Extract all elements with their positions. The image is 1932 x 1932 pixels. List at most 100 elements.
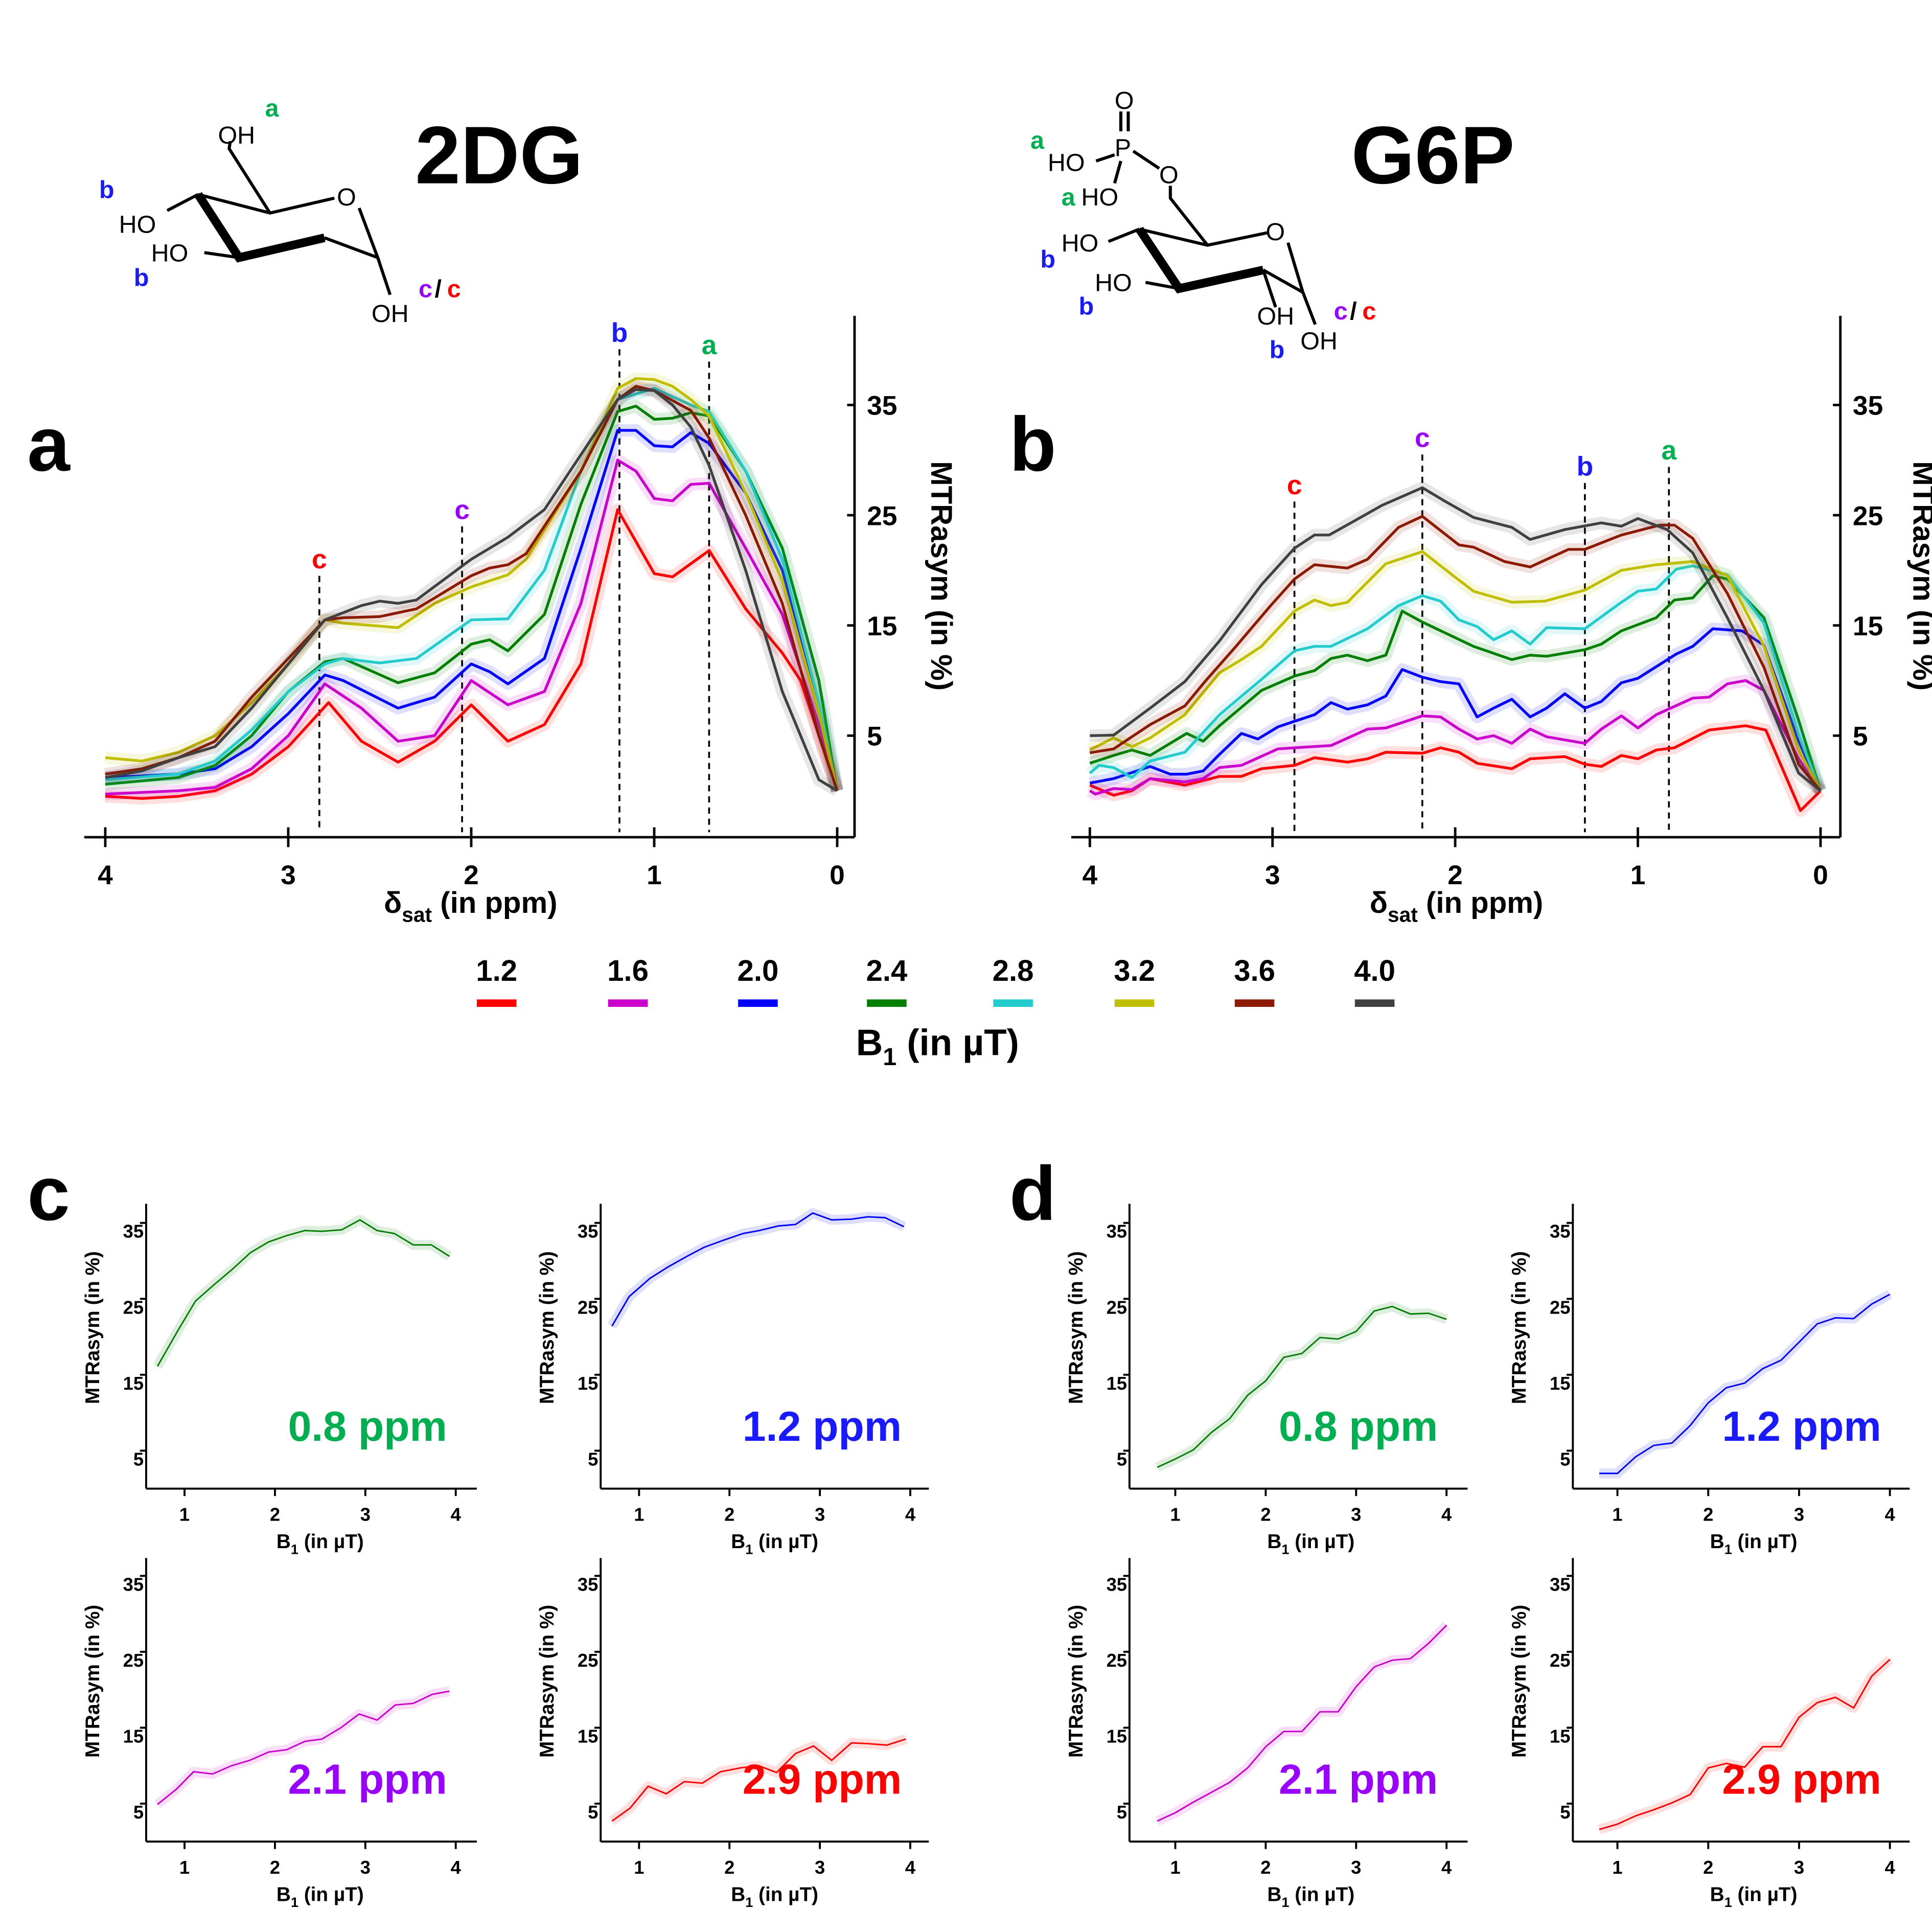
series-line-3.2 [1089, 550, 1822, 792]
y-tick-label: 5 [1853, 722, 1868, 752]
y-axis-label: MTRasym (in %) [82, 1605, 104, 1758]
series-line [157, 1690, 450, 1805]
series-line-2.8 [1089, 564, 1822, 792]
y-axis-label: MTRasym (in %) [82, 1251, 104, 1404]
ppm-annotation: 2.1 ppm [1279, 1756, 1438, 1803]
x-axis-label-sub: 1 [1724, 1541, 1732, 1557]
ppm-annotation: 2.9 ppm [743, 1756, 902, 1803]
atom-label: OH [1300, 327, 1338, 355]
x-tick-label: 1 [634, 1504, 644, 1525]
y-tick-label: 25 [1107, 1297, 1127, 1318]
legend-item-2.8: 2.8 [993, 954, 1034, 1007]
legend-item-2.0: 2.0 [738, 954, 779, 1007]
x-axis-label-sub: 1 [745, 1541, 753, 1557]
y-tick-label: 5 [1117, 1448, 1127, 1469]
x-tick-label: 0 [1813, 860, 1828, 890]
legend-item-2.4: 2.4 [866, 954, 908, 1007]
x-tick-label: 1 [1612, 1504, 1622, 1525]
x-tick-label: 2 [270, 1504, 280, 1525]
x-tick-label: 3 [360, 1857, 371, 1878]
x-tick-label: 2 [724, 1857, 734, 1878]
legend-label: 2.0 [738, 954, 779, 987]
y-tick-label: 15 [1550, 1726, 1570, 1746]
x-tick-label: 3 [360, 1504, 371, 1525]
x-tick-label: 4 [905, 1504, 916, 1525]
peak-marker-label: a [702, 330, 717, 360]
y-tick-label: 35 [867, 391, 897, 421]
ppm-annotation: 2.1 ppm [288, 1756, 447, 1803]
y-axis-label: MTRasym (in %) [1508, 1251, 1530, 1404]
atom-label: OH [218, 122, 255, 149]
series-line-1.6 [1089, 679, 1822, 796]
site-label-b: b [1079, 292, 1094, 320]
x-axis-label-rest: (in µT) [1732, 1883, 1798, 1905]
y-tick-label: 15 [578, 1726, 598, 1746]
site-label-a: a [265, 95, 280, 122]
y-tick-label: 35 [1107, 1574, 1127, 1595]
y-tick-label: 25 [867, 501, 897, 531]
site-label-b: b [99, 176, 114, 204]
peak-marker-label: b [611, 318, 628, 348]
series-line [1157, 1624, 1447, 1822]
site-label-c: c [419, 275, 432, 303]
legend: 1.2 1.6 2.0 2.4 2.8 3.2 3.6 4.0 B1 (in µT) [476, 954, 1395, 1071]
series-line [1157, 1305, 1447, 1468]
series-line-1.2 [1089, 724, 1822, 812]
legend-label: 2.8 [993, 954, 1034, 987]
x-tick-label: 1 [179, 1857, 190, 1878]
peak-marker-label: c [1287, 470, 1302, 500]
x-axis-label-main: B [731, 1531, 745, 1553]
site-label-b: b [1040, 245, 1055, 273]
panel-letter-a: a [27, 401, 71, 487]
x-tick-label: 1 [647, 860, 662, 890]
x-axis-label-rest: (in µT) [1289, 1531, 1354, 1553]
x-axis-label-rest: (in µT) [753, 1883, 818, 1905]
x-axis-label-rest: (in µT) [753, 1531, 818, 1553]
y-tick-label: 5 [1117, 1802, 1127, 1823]
x-axis-label: B1 (in µT) [277, 1883, 364, 1910]
y-tick-label: 35 [1107, 1221, 1127, 1242]
x-axis-label-sub: 1 [1724, 1894, 1732, 1910]
y-tick-label: 15 [1550, 1373, 1570, 1394]
y-axis-label: MTRasym (in %) [1065, 1605, 1087, 1758]
x-axis-label: B1 (in µT) [731, 1883, 818, 1910]
x-axis-label-sub: 1 [291, 1541, 298, 1557]
legend-item-3.6: 3.6 [1234, 954, 1275, 1007]
x-axis-label-rest: (in µT) [298, 1883, 364, 1905]
x-axis-label-sub: 1 [291, 1894, 298, 1910]
legend-title-main: B [856, 1022, 883, 1063]
x-axis-label: B1 (in µT) [1710, 1531, 1798, 1557]
y-tick-label: 25 [1107, 1650, 1127, 1671]
series-line-2.8 [105, 387, 839, 791]
x-tick-label: 2 [1703, 1857, 1713, 1878]
peak-marker-label: c [312, 544, 327, 574]
y-tick-label: 25 [1853, 501, 1883, 531]
peak-marker-label: c [454, 495, 470, 525]
y-tick-label: 25 [123, 1650, 144, 1671]
legend-item-1.2: 1.2 [476, 954, 517, 1007]
x-axis-label-rest: (in µT) [1732, 1531, 1798, 1553]
x-tick-label: 3 [1794, 1504, 1804, 1525]
y-tick-label: 25 [578, 1297, 598, 1318]
structure-g6p: G6P O P HO O HO O HO HO OH OH a a b b b … [1030, 87, 1514, 363]
x-tick-label: 4 [1885, 1504, 1896, 1525]
ppm-annotation: 0.8 ppm [1279, 1403, 1438, 1450]
title-g6p: G6P [1351, 109, 1515, 201]
chart-panel-a: 4 3 2 1 0 35 25 15 5 δsat (in ppm) MTRasym (in %) c… [84, 315, 958, 926]
legend-item-3.2: 3.2 [1114, 954, 1155, 1007]
x-tick-label: 3 [281, 860, 296, 890]
atom-label: HO [1081, 183, 1118, 211]
atom-label: OH [1257, 303, 1294, 330]
legend-label: 4.0 [1354, 954, 1395, 987]
series-line [611, 1738, 906, 1822]
site-label-a: a [1062, 183, 1076, 211]
legend-label: 1.2 [476, 954, 517, 987]
series-line-2.4 [1089, 574, 1822, 791]
site-label-slash: / [1350, 297, 1356, 325]
site-label-slash: / [435, 275, 442, 303]
